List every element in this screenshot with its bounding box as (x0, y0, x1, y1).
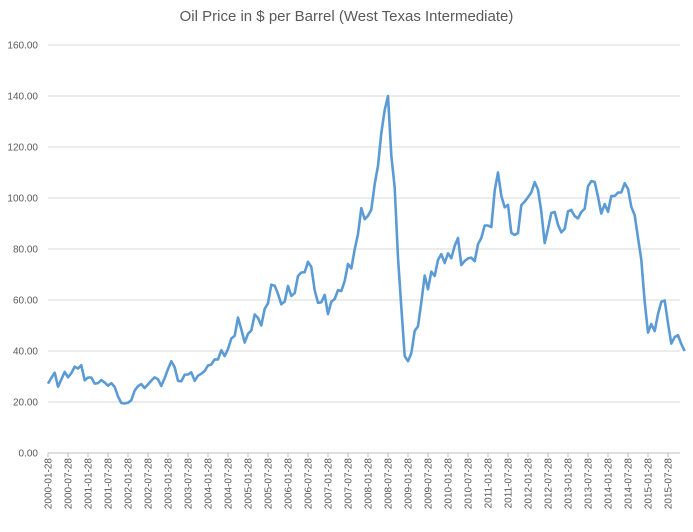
x-tick-label: 2007-01-28 (324, 458, 335, 510)
x-tick-label: 2012-07-28 (544, 458, 555, 510)
x-tick-label: 2012-01-28 (524, 458, 535, 510)
x-tick-label: 2013-07-28 (584, 458, 595, 510)
y-tick-label: 80.00 (13, 245, 38, 256)
y-tick-label: 100.00 (7, 194, 38, 205)
x-tick-label: 2011-07-28 (504, 458, 515, 509)
x-tick-label: 2013-01-28 (564, 458, 575, 510)
x-tick-label: 2015-07-28 (664, 458, 675, 510)
x-tick-label: 2007-07-28 (344, 458, 355, 510)
x-tick-label: 2000-01-28 (44, 458, 55, 510)
x-tick-label: 2009-07-28 (424, 458, 435, 510)
x-tick-label: 2015-01-28 (644, 458, 655, 510)
x-tick-label: 2014-01-28 (604, 458, 615, 510)
x-tick-label: 2006-01-28 (284, 458, 295, 510)
x-tick-label: 2001-07-28 (104, 458, 115, 510)
x-tick-label: 2008-07-28 (384, 458, 395, 510)
y-tick-label: 60.00 (13, 296, 38, 307)
x-tick-label: 2000-07-28 (64, 458, 75, 510)
x-tick-label: 2005-07-28 (264, 458, 275, 510)
x-tick-label: 2004-07-28 (224, 458, 235, 510)
y-tick-label: 20.00 (13, 398, 38, 409)
x-tick-label: 2002-01-28 (124, 458, 135, 510)
x-tick-label: 2006-07-28 (304, 458, 315, 510)
x-tick-label: 2005-01-28 (244, 458, 255, 510)
y-tick-label: 40.00 (13, 347, 38, 358)
x-tick-label: 2009-01-28 (404, 458, 415, 510)
x-tick-label: 2001-01-28 (84, 458, 95, 510)
x-tick-label: 2010-01-28 (444, 458, 455, 510)
x-tick-label: 2014-07-28 (624, 458, 635, 510)
y-tick-label: 0.00 (19, 449, 39, 460)
x-tick-label: 2011-01-28 (484, 458, 495, 509)
x-tick-label: 2002-07-28 (144, 458, 155, 510)
x-tick-label: 2010-07-28 (464, 458, 475, 510)
y-tick-label: 140.00 (7, 92, 38, 103)
y-tick-label: 120.00 (7, 143, 38, 154)
chart-title: Oil Price in $ per Barrel (West Texas In… (179, 8, 514, 25)
y-tick-label: 160.00 (7, 41, 38, 52)
x-tick-label: 2003-07-28 (184, 458, 195, 510)
x-tick-label: 2004-01-28 (204, 458, 215, 510)
x-tick-label: 2003-01-28 (164, 458, 175, 510)
series-line-wti (46, 94, 686, 405)
x-tick-label: 2008-01-28 (364, 458, 375, 510)
